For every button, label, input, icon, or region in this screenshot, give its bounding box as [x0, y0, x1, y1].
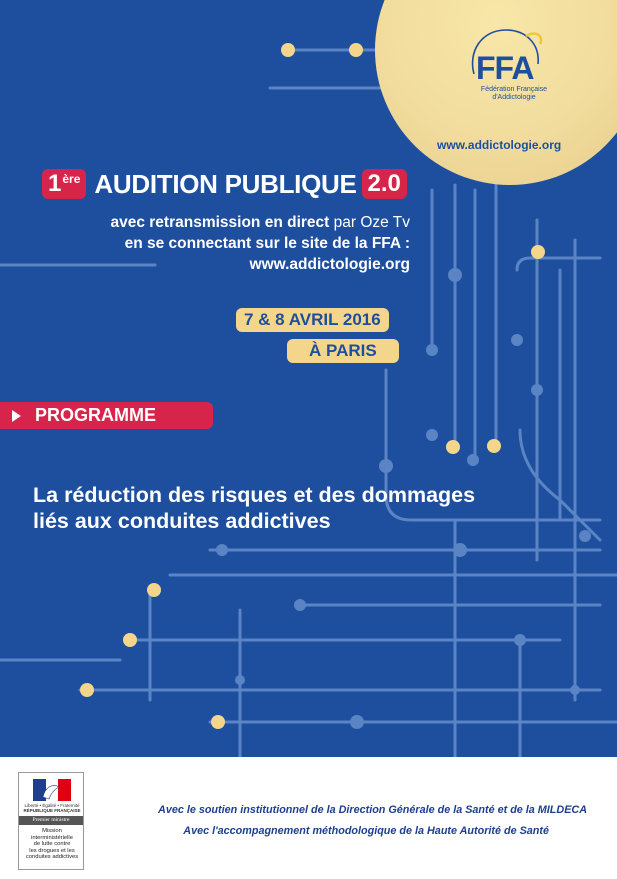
republic-name: RÉPUBLIQUE FRANÇAISE	[23, 808, 81, 813]
marianne-flag-icon	[33, 779, 71, 801]
ordinal-badge: 1 ère	[42, 169, 87, 199]
circuit-decoration	[0, 43, 617, 757]
ffa-subtitle-line1: Fédération Française	[480, 86, 548, 93]
location-badge: À PARIS	[287, 339, 399, 363]
support-line1: Avec le soutien institutionnel de la Dir…	[158, 804, 587, 816]
play-arrow-icon	[12, 409, 21, 422]
ordinal-suffix: ère	[62, 172, 81, 186]
headline-line1: La réduction des risques et des dommages	[33, 483, 476, 507]
mission-text: Mission interministérielle de lutte cont…	[21, 828, 83, 861]
premier-ministre-bar: Premier ministre	[19, 816, 83, 825]
ffa-website-link[interactable]: www.addictologie.org	[437, 138, 562, 152]
broadcast-line1-light: par Oze Tv	[329, 214, 410, 231]
version-badge: 2.0	[361, 169, 407, 199]
mission-line5: conduites addictives	[25, 854, 79, 860]
programme-label: PROGRAMME	[35, 405, 156, 425]
ffa-logo-subtitle: Fédération Française d'Addictologie	[474, 86, 554, 102]
broadcast-website-link[interactable]: www.addictologie.org	[249, 256, 410, 273]
republic-text: Liberté • Égalité • Fraternité RÉPUBLIQU…	[21, 803, 83, 813]
poster-background: FFA Fédération Française d'Addictologie …	[0, 0, 617, 757]
broadcast-line1: avec retransmission en direct par Oze Tv	[110, 214, 410, 232]
headline-line2: liés aux conduites addictives	[33, 509, 331, 533]
programme-badge: PROGRAMME	[0, 402, 213, 429]
mission-line1: Mission	[42, 828, 62, 834]
title-main: AUDITION PUBLIQUE	[94, 168, 357, 199]
mission-line4: les drogues et les	[29, 847, 75, 854]
footer: Liberté • Égalité • Fraternité RÉPUBLIQU…	[0, 757, 617, 879]
headline: La réduction des risques et des dommages…	[33, 482, 593, 534]
ffa-logo-swoosh-icon	[471, 29, 543, 75]
ffa-subtitle-line2: d'Addictologie	[492, 94, 536, 101]
support-line2: Avec l'accompagnement méthodologique de …	[183, 825, 549, 837]
broadcast-line1-bold: avec retransmission en direct	[110, 214, 330, 231]
ordinal-number: 1	[48, 170, 62, 197]
mission-line2: interministérielle	[31, 834, 73, 841]
broadcast-line2: en se connectant sur le site de la FFA :	[124, 235, 410, 252]
ffa-logo-letters: FFA	[476, 50, 534, 86]
republic-motto: Liberté • Égalité • Fraternité	[24, 803, 80, 808]
government-logo: Liberté • Égalité • Fraternité RÉPUBLIQU…	[18, 772, 84, 870]
dates-badge: 7 & 8 AVRIL 2016	[236, 308, 389, 332]
mission-line3: de lutte contre	[33, 841, 71, 847]
event-title: 1 ère AUDITION PUBLIQUE 2.0	[42, 168, 407, 200]
